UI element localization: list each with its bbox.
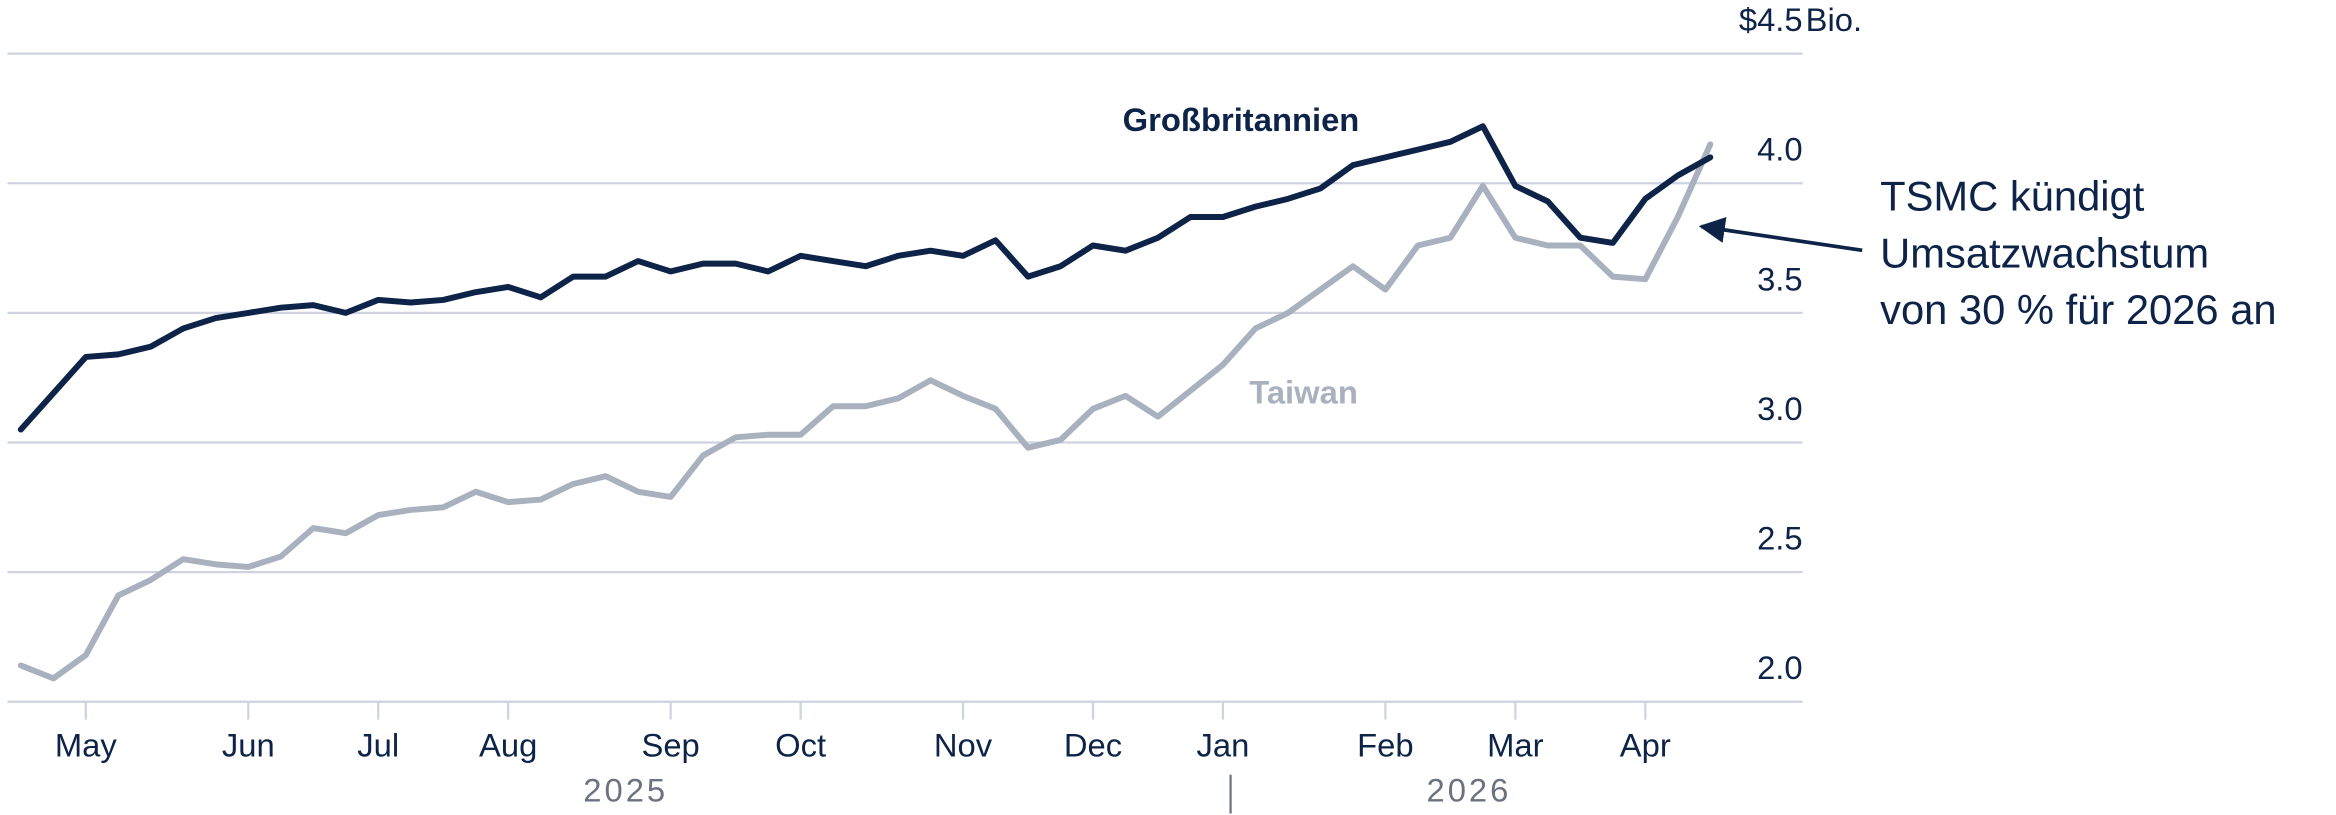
x-tick-label: Oct (775, 727, 826, 764)
y-unit-label: Bio. (1806, 1, 1862, 38)
series-label: Großbritannien (1123, 101, 1360, 138)
annotation-text: TSMC kündigt (1880, 173, 2145, 220)
annotation-arrow (1698, 217, 1863, 253)
y-tick-label: 2.5 (1757, 519, 1803, 556)
y-tick-label: $4.5 (1739, 1, 1803, 38)
annotation-text: von 30 % für 2026 an (1880, 286, 2276, 333)
x-tick-label: May (55, 727, 118, 764)
x-tick-label: Jun (222, 727, 275, 764)
series-line (17, 141, 1714, 682)
y-tick-label: 2.0 (1757, 649, 1803, 686)
x-tick-label: Feb (1357, 727, 1413, 764)
x-tick-label: Jan (1197, 727, 1250, 764)
series-line (17, 123, 1714, 433)
x-tick-label: Sep (641, 727, 699, 764)
x-tick-label: Dec (1064, 727, 1122, 764)
annotation-text: Umsatzwachstum (1880, 229, 2209, 276)
series-label: Taiwan (1249, 373, 1358, 410)
year-label: 2026 (1427, 771, 1512, 808)
year-label: 2025 (583, 771, 668, 808)
x-tick-label: Nov (934, 727, 993, 764)
x-tick-label: Apr (1620, 727, 1671, 764)
x-tick-label: Jul (357, 727, 399, 764)
x-tick-label: Mar (1487, 727, 1544, 764)
y-tick-label: 3.5 (1757, 260, 1803, 297)
y-tick-label: 3.0 (1757, 390, 1803, 427)
labels: 2.0 2.5 3.0 3.5 4.0 $4.5 Bio. May Jun Jul Aug Sep Oc… (55, 1, 2277, 808)
lines (17, 123, 1714, 682)
grid (7, 52, 1803, 720)
y-tick-label: 4.0 (1757, 131, 1803, 168)
x-tick-label: Aug (479, 727, 537, 764)
